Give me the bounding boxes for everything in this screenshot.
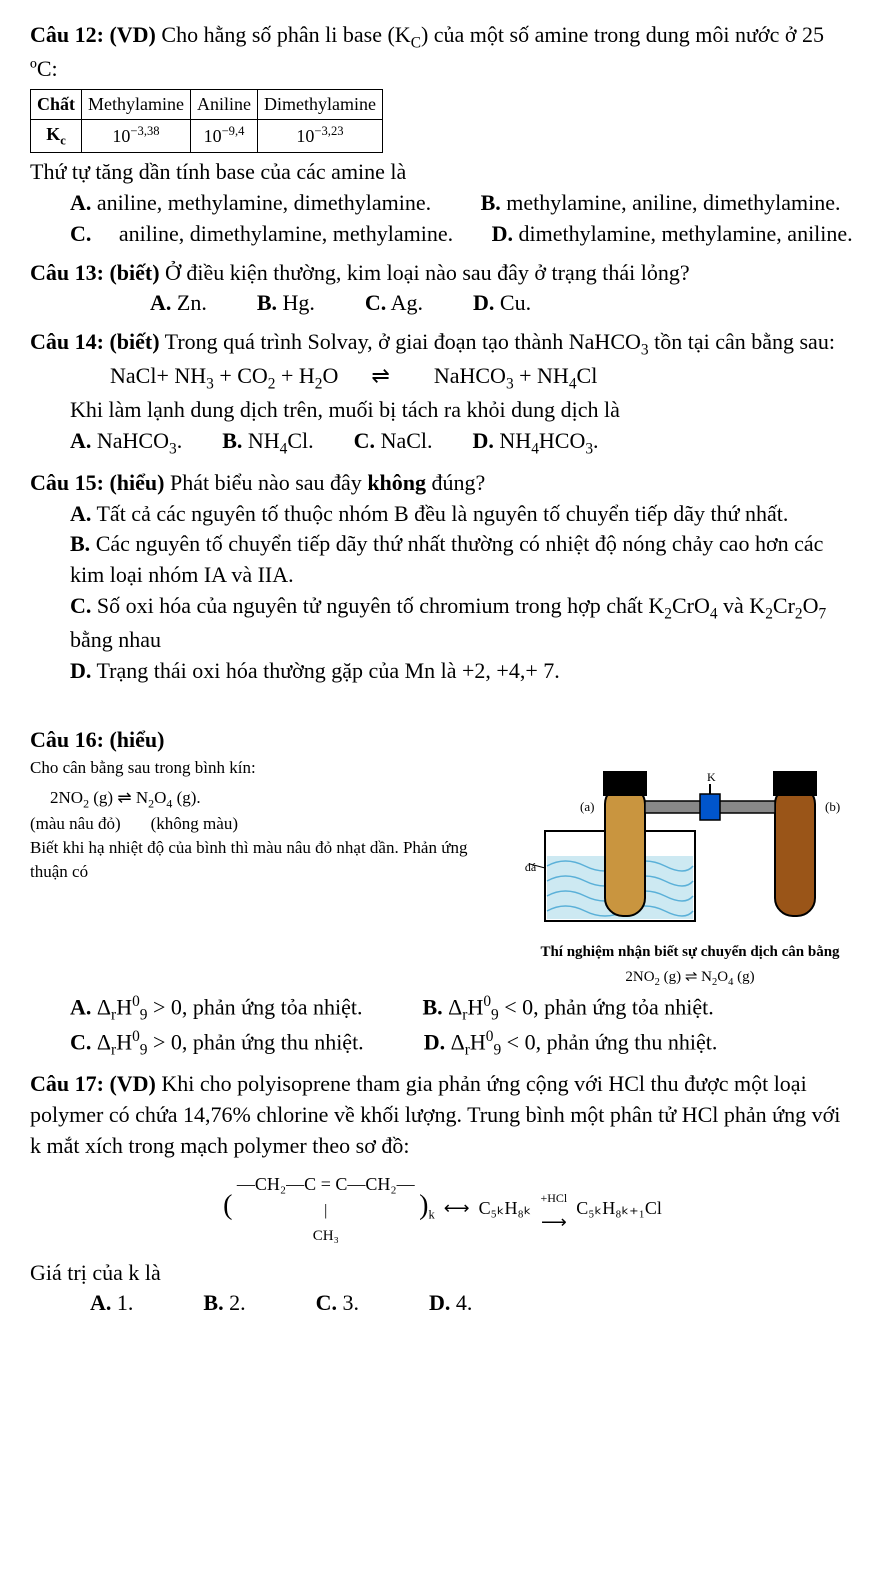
label-b: (b) <box>825 799 840 814</box>
q12-title: Câu 12: (VD) <box>30 22 156 47</box>
q16-title: Câu 16: (hiểu) <box>30 725 855 756</box>
q12-C: aniline, dimethylamine, methylamine. <box>113 221 453 246</box>
question-15: Câu 15: (hiểu) Phát biểu nào sau đây khô… <box>30 468 855 687</box>
q17-C-label: C. <box>316 1290 337 1315</box>
label-ice: Nước đá <box>525 860 537 874</box>
q12-C-label: C. <box>70 221 91 246</box>
q16-eq: 2NO2 (g) ⇌ N2O4 (g). <box>30 786 505 812</box>
q14-B-label: B. <box>222 428 242 453</box>
q17-D: 4. <box>450 1290 472 1315</box>
kc-table: Chất Methylamine Aniline Dimethylamine K… <box>30 89 383 153</box>
q17-D-label: D. <box>429 1290 450 1315</box>
q17-A-label: A. <box>90 1290 111 1315</box>
q14-A: NaHCO <box>91 428 169 453</box>
q13-title: Câu 13: (biết) <box>30 260 160 285</box>
q12-line2: Thứ tự tăng dần tính base của các amine … <box>30 157 855 188</box>
q13-B-label: B. <box>257 290 277 315</box>
q13-C: Ag. <box>386 290 423 315</box>
q14-C: NaCl. <box>375 428 432 453</box>
q14-C-label: C. <box>354 428 375 453</box>
q16-opts-CD: C. ΔrH09 > 0, phản ứng thu nhiệt. D. ΔrH… <box>30 1026 855 1061</box>
q16-opts-AB: A. ΔrH09 > 0, phản ứng tỏa nhiệt. B. ΔrH… <box>30 991 855 1026</box>
q13-options: A. Zn. B. Hg. C. Ag. D. Cu. <box>30 288 855 319</box>
q14-D: NH <box>494 428 531 453</box>
q12-B-label: B. <box>481 190 501 215</box>
q14-text2: tồn tại cân bằng sau: <box>649 329 835 354</box>
q17-B: 2. <box>224 1290 246 1315</box>
q15-A: A. Tất cả các nguyên tố thuộc nhóm B đều… <box>30 499 855 530</box>
q17-title: Câu 17: (VD) <box>30 1071 156 1096</box>
q13-text: Ở điều kiện thường, kim loại nào sau đây… <box>160 260 690 285</box>
q14-A-label: A. <box>70 428 91 453</box>
question-16: Câu 16: (hiểu) Cho cân bằng sau trong bì… <box>30 725 855 1061</box>
q15-C: C. Số oxi hóa của nguyên tử nguyên tố ch… <box>30 591 855 656</box>
q14-text: Trong quá trình Solvay, ở giai đoạn tạo … <box>160 329 641 354</box>
q15-D: D. Trạng thái oxi hóa thường gặp của Mn … <box>30 656 855 687</box>
q16-sub1: Cho cân bằng sau trong bình kín: <box>30 756 505 780</box>
q16-colors: (màu nâu đỏ)(không màu) <box>30 812 505 836</box>
q12-B: methylamine, aniline, dimethylamine. <box>501 190 841 215</box>
question-13: Câu 13: (biết) Ở điều kiện thường, kim l… <box>30 258 855 320</box>
q12-options-AB: A. aniline, methylamine, dimethylamine. … <box>30 188 855 219</box>
q13-D-label: D. <box>473 290 494 315</box>
q16-cap-eq: 2NO2 (g) ⇌ N2O4 (g) <box>525 967 855 991</box>
q12-sub: C <box>411 34 421 51</box>
q16-sub2: Biết khi hạ nhiệt độ của bình thì màu nâ… <box>30 836 505 884</box>
q13-A-label: A. <box>150 290 171 315</box>
q15-text2: đúng? <box>426 470 485 495</box>
question-14: Câu 14: (biết) Trong quá trình Solvay, ở… <box>30 327 855 460</box>
q14-B: NH <box>242 428 279 453</box>
q15-bold: không <box>367 470 426 495</box>
q14-line2: Khi làm lạnh dung dịch trên, muối bị tác… <box>30 395 855 426</box>
q13-B: Hg. <box>277 290 315 315</box>
experiment-diagram: (a) (b) K Nước đá Nước đá Thí nghiệm nhậ… <box>525 756 855 991</box>
label-k: K <box>707 770 716 784</box>
q17-A: 1. <box>111 1290 133 1315</box>
kc-h3: Aniline <box>191 89 258 119</box>
kc-h4: Dimethylamine <box>258 89 383 119</box>
q14-sub3: 3 <box>641 342 649 359</box>
q12-A: aniline, methylamine, dimethylamine. <box>91 190 431 215</box>
kc-h2: Methylamine <box>82 89 191 119</box>
q12-D-label: D. <box>492 221 513 246</box>
q15-B: B. Các nguyên tố chuyển tiếp dãy thứ nhấ… <box>30 529 855 591</box>
q14-title: Câu 14: (biết) <box>30 329 160 354</box>
q17-C: 3. <box>337 1290 359 1315</box>
q12-D: dimethylamine, methylamine, aniline. <box>513 221 853 246</box>
q13-A: Zn. <box>171 290 206 315</box>
q14-D-label: D. <box>473 428 494 453</box>
question-12: Câu 12: (VD) Cho hằng số phân li base (K… <box>30 20 855 250</box>
q17-scheme: ( —CH₂—C = C—CH₂— | CH₃ )k ⟷ C₅ₖH₈ₖ +HCl… <box>30 1172 855 1248</box>
kc-r1: Kc <box>31 119 82 152</box>
q15-title: Câu 15: (hiểu) <box>30 470 164 495</box>
label-a: (a) <box>580 799 594 814</box>
q15-text: Phát biểu nào sau đây <box>164 470 367 495</box>
q17-options: A. 1. B. 2. C. 3. D. 4. <box>30 1288 855 1319</box>
kc-v2: 10−9,4 <box>191 119 258 152</box>
q17-B-label: B. <box>203 1290 223 1315</box>
q14-equation: NaCl+ NH3 + CO2 + H2O ⇌ NaHCO3 + NH4Cl <box>30 361 855 395</box>
q12-text: Cho hằng số phân li base (K <box>156 22 411 47</box>
kc-h1: Chất <box>31 89 82 119</box>
q17-line2: Giá trị của k là <box>30 1258 855 1289</box>
q13-C-label: C. <box>365 290 386 315</box>
question-17: Câu 17: (VD) Khi cho polyisoprene tham g… <box>30 1069 855 1319</box>
q13-D: Cu. <box>494 290 531 315</box>
kc-v1: 10−3,38 <box>82 119 191 152</box>
q14-options: A. NaHCO3. B. NH4Cl. C. NaCl. D. NH4HCO3… <box>30 426 855 460</box>
q16-caption: Thí nghiệm nhận biết sự chuyển dịch cân … <box>525 942 855 963</box>
q12-options-C: C. aniline, dimethylamine, methylamine. … <box>30 219 855 250</box>
q12-A-label: A. <box>70 190 91 215</box>
kc-v3: 10−3,23 <box>258 119 383 152</box>
